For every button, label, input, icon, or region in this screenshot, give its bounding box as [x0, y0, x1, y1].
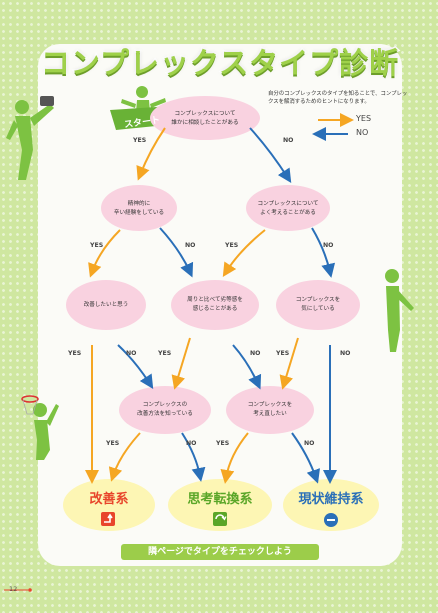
- no-label-8: NO: [304, 440, 315, 447]
- no-label-2: NO: [185, 242, 196, 249]
- question-3: コンプレックスについて よく考えることがある: [257, 201, 319, 216]
- no-label-5: NO: [250, 350, 261, 357]
- no-label-7: NO: [186, 440, 197, 447]
- question-clouds: [66, 96, 360, 434]
- yes-label-7: YES: [106, 440, 120, 447]
- result-genjou-iji: 現状維持系: [298, 492, 364, 507]
- no-arrows: [117, 127, 337, 484]
- question-2: 精神的に 辛い経験をしている: [113, 201, 165, 216]
- yes-label-3: YES: [225, 242, 239, 249]
- page-number: 12: [9, 585, 18, 593]
- figure-left-top-icon: [6, 96, 54, 180]
- no-label-6: NO: [340, 350, 351, 357]
- result-shikou-tenkan: 思考転換系: [187, 492, 253, 507]
- recycle-icon: [213, 512, 227, 526]
- yes-label-2: YES: [90, 242, 104, 249]
- kaizen-icon: [101, 512, 115, 526]
- yes-arrows: [85, 127, 299, 484]
- yes-label-5: YES: [158, 350, 172, 357]
- question-7: コンプレックスの 改善方法を知っている: [137, 402, 193, 417]
- footer-banner: 隣ページでタイプをチェックしよう: [121, 544, 319, 560]
- question-6: コンプレックスを 気にしている: [295, 297, 341, 312]
- legend-yes-label: YES: [356, 114, 372, 123]
- figure-right-icon: [385, 269, 414, 352]
- question-8: コンプレックスを 考え直したい: [247, 402, 293, 417]
- result-clouds: [63, 479, 379, 531]
- question-5: 周りと比べて劣等感を 感じることがある: [187, 297, 243, 312]
- yes-label-6: YES: [276, 350, 290, 357]
- legend-no-label: NO: [356, 128, 369, 137]
- figure-basketball-icon: [21, 395, 59, 460]
- yes-label-8: YES: [216, 440, 230, 447]
- no-label-3: NO: [323, 242, 334, 249]
- no-label-4: NO: [126, 350, 137, 357]
- yes-label-1: YES: [133, 137, 147, 144]
- question-1: コンプレックスについて 誰かに相談したことがある: [171, 111, 239, 126]
- minus-circle-icon: [324, 513, 338, 527]
- result-kaizen: 改善系: [89, 492, 129, 507]
- intro-text: 自分のコンプレックスのタイプを知ることで、コンプレックスを解消するためのヒントに…: [268, 91, 408, 105]
- question-4: 改善したいと思う: [83, 301, 129, 308]
- page-title: コンプレックスタイプ診断: [39, 45, 400, 82]
- no-label-1: NO: [283, 137, 294, 144]
- yes-label-4: YES: [68, 350, 82, 357]
